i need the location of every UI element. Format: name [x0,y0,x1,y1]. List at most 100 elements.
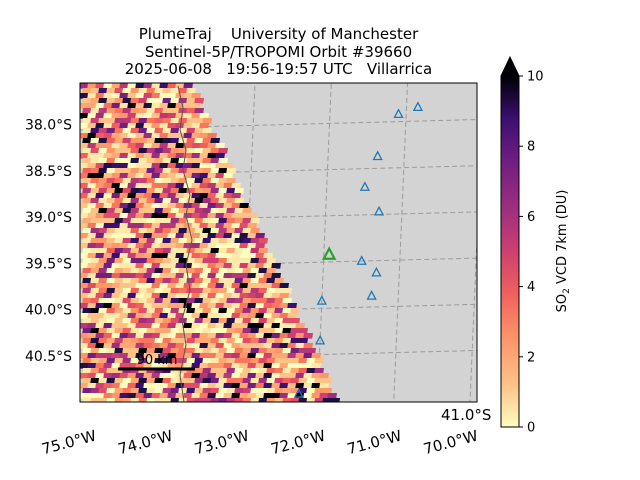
so2-pixel [186,308,197,314]
so2-pixel [122,268,132,274]
so2-pixel [186,208,196,214]
so2-pixel [80,203,89,209]
so2-pixel [95,323,105,329]
colorbar-tick-label: 2 [527,350,535,365]
so2-pixel [234,298,244,304]
so2-pixel [122,328,132,334]
so2-pixel [170,288,180,294]
so2-pixel [234,218,244,224]
so2-pixel [255,363,265,369]
so2-pixel [239,243,250,249]
so2-pixel [258,358,268,364]
so2-pixel [122,298,132,304]
latitude-tick-label: 39.0°S [25,210,72,226]
so2-pixel [127,363,138,369]
so2-pixel [215,383,225,389]
so2-pixel [255,323,265,329]
so2-pixel [210,288,220,294]
so2-pixel [218,148,228,154]
so2-pixel [266,338,276,344]
so2-pixel [202,368,212,374]
so2-pixel [306,358,316,364]
so2-pixel [87,163,97,169]
so2-pixel [162,208,172,214]
so2-pixel [122,188,132,194]
so2-pixel [80,273,89,279]
so2-pixel [122,208,132,214]
so2-pixel [80,153,89,159]
so2-pixel [194,188,204,194]
so2-pixel [80,373,89,379]
so2-pixel [194,258,204,264]
so2-pixel [146,158,156,164]
so2-pixel [250,368,260,374]
so2-pixel [119,343,129,349]
volcano-markers [293,101,424,398]
so2-pixel [223,193,233,199]
so2-pixel [82,288,92,294]
so2-pixel [279,313,289,319]
so2-pixel [95,203,105,209]
so2-pixel [199,323,210,329]
so2-pixel [122,108,132,114]
so2-pixel [247,333,257,339]
so2-pixel [87,303,97,309]
so2-pixel [271,343,281,349]
so2-pixel [199,343,209,349]
so2-pixel [298,338,308,344]
so2-pixel [122,88,132,94]
so2-pixel [247,243,257,249]
colorbar-gradient [501,76,519,427]
so2-pixel [287,353,297,359]
so2-pixel [122,238,132,244]
so2-pixel [207,263,217,269]
so2-pixel [127,143,137,149]
so2-pixel [167,393,178,399]
so2-pixel [146,98,156,104]
so2-pixel [199,153,209,159]
so2-pixel [151,143,161,149]
so2-pixel [250,258,260,264]
so2-pixel [194,128,205,134]
so2-pixel [159,193,169,199]
so2-pixel [274,368,284,374]
so2-pixel [159,373,169,379]
so2-pixel [98,388,108,394]
so2-pixel [138,168,149,174]
so2-pixel [258,238,268,244]
gridline-meridian [393,83,409,402]
so2-pixel [287,323,297,329]
title-line-2: Sentinel-5P/TROPOMI Orbit #39660 [144,42,413,61]
so2-pixel [223,373,233,379]
so2-pixel [199,143,209,149]
so2-pixel [178,218,188,224]
so2-pixel [159,283,170,289]
so2-pixel [199,113,209,119]
so2-pixel [167,373,177,379]
so2-pixel [258,308,268,314]
so2-pixel [106,178,116,184]
so2-pixel [151,113,161,119]
so2-pixel [162,308,173,314]
so2-pixel [191,103,201,109]
so2-pixel [250,318,260,324]
so2-pixel [162,248,173,254]
so2-pixel [239,283,249,289]
so2-pixel [114,158,124,164]
so2-pixel [119,143,129,149]
so2-pixel [202,268,212,274]
so2-pixel [218,158,228,164]
so2-pixel [194,238,205,244]
so2-pixel [138,358,149,364]
so2-pixel [210,368,220,374]
so2-pixel [135,353,146,359]
so2-pixel [82,168,92,174]
so2-pixel [130,98,141,104]
so2-pixel [127,83,138,89]
so2-pixel [90,358,100,364]
so2-pixel [290,318,300,324]
so2-pixel [114,378,124,384]
so2-pixel [226,188,236,194]
so2-pixel [146,388,157,394]
gridline-meridian [316,83,332,402]
